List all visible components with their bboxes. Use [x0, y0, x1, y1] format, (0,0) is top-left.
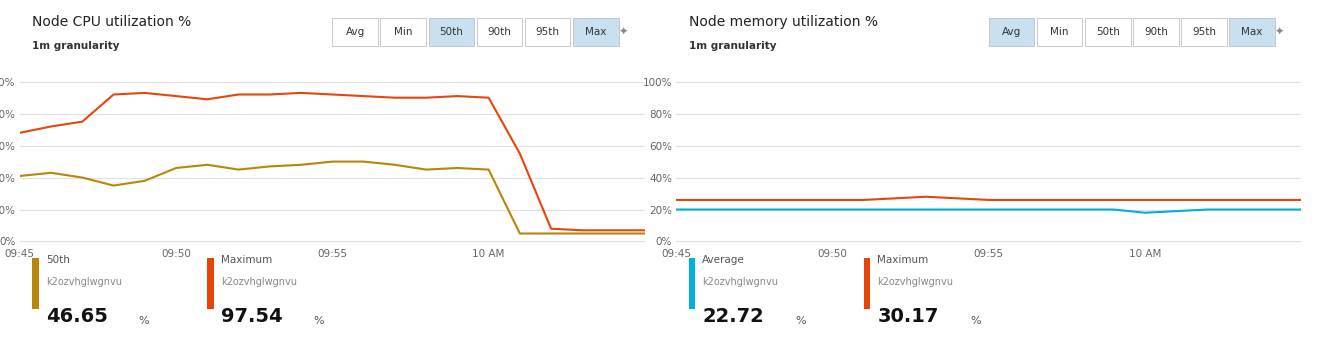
Text: k2ozvhglwgnvu: k2ozvhglwgnvu [221, 277, 297, 287]
Text: k2ozvhglwgnvu: k2ozvhglwgnvu [703, 277, 778, 287]
FancyBboxPatch shape [573, 18, 618, 46]
Text: Maximum: Maximum [877, 255, 929, 265]
FancyBboxPatch shape [988, 18, 1034, 46]
Text: Maximum: Maximum [221, 255, 272, 265]
Text: 1m granularity: 1m granularity [688, 41, 777, 51]
Text: 90th: 90th [487, 27, 511, 37]
FancyBboxPatch shape [333, 18, 378, 46]
Text: Min: Min [394, 27, 412, 37]
Text: 22.72: 22.72 [703, 307, 764, 326]
Text: 50th: 50th [46, 255, 70, 265]
FancyBboxPatch shape [477, 18, 522, 46]
Text: Min: Min [1050, 27, 1069, 37]
FancyBboxPatch shape [864, 258, 871, 309]
Text: k2ozvhglwgnvu: k2ozvhglwgnvu [46, 277, 122, 287]
FancyBboxPatch shape [1085, 18, 1131, 46]
Text: 90th: 90th [1144, 27, 1168, 37]
Text: Avg: Avg [1001, 27, 1021, 37]
FancyBboxPatch shape [207, 258, 214, 309]
FancyBboxPatch shape [428, 18, 474, 46]
Text: k2ozvhglwgnvu: k2ozvhglwgnvu [877, 277, 954, 287]
FancyBboxPatch shape [1037, 18, 1082, 46]
FancyBboxPatch shape [380, 18, 427, 46]
Text: %: % [970, 316, 980, 326]
FancyBboxPatch shape [32, 258, 38, 309]
Text: ✦: ✦ [618, 27, 627, 37]
Text: 1m granularity: 1m granularity [32, 41, 120, 51]
FancyBboxPatch shape [688, 258, 695, 309]
Text: Node CPU utilization %: Node CPU utilization % [32, 14, 192, 29]
Text: ✦: ✦ [1275, 27, 1284, 37]
Text: 46.65: 46.65 [46, 307, 108, 326]
Text: Average: Average [703, 255, 745, 265]
FancyBboxPatch shape [524, 18, 571, 46]
Text: 50th: 50th [440, 27, 464, 37]
Text: Node memory utilization %: Node memory utilization % [688, 14, 877, 29]
Text: 30.17: 30.17 [877, 307, 939, 326]
Text: %: % [795, 316, 806, 326]
FancyBboxPatch shape [1230, 18, 1275, 46]
Text: %: % [139, 316, 149, 326]
Text: 50th: 50th [1096, 27, 1120, 37]
FancyBboxPatch shape [1181, 18, 1227, 46]
Text: %: % [313, 316, 324, 326]
Text: Max: Max [585, 27, 606, 37]
Text: 97.54: 97.54 [221, 307, 283, 326]
Text: Max: Max [1242, 27, 1263, 37]
FancyBboxPatch shape [1133, 18, 1178, 46]
Text: Avg: Avg [346, 27, 365, 37]
Text: 95th: 95th [1192, 27, 1217, 37]
Text: 95th: 95th [536, 27, 560, 37]
